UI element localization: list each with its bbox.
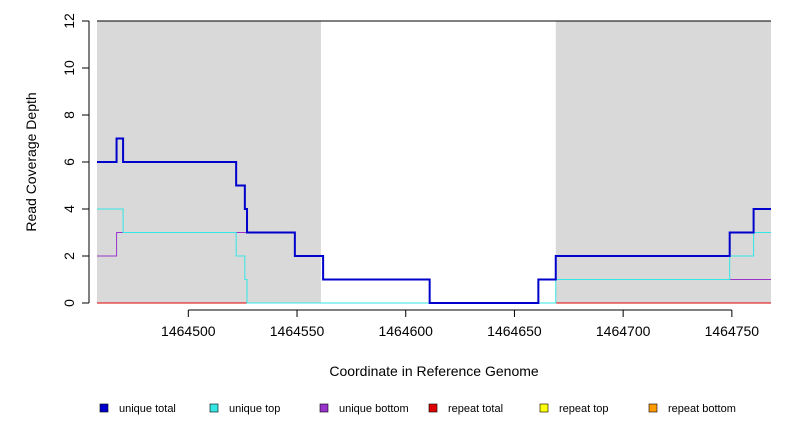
x-tick-label: 1464550 xyxy=(270,323,325,339)
legend-swatch xyxy=(99,403,109,413)
shaded-regions xyxy=(97,21,771,303)
y-tick-label: 0 xyxy=(61,299,77,307)
x-axis: 1464500 1464550 1464600 1464650 1464700 14647… xyxy=(161,309,760,339)
legend-item-repeat-bottom: repeat bottom xyxy=(648,403,736,415)
legend-item-unique-bottom: unique bottom xyxy=(319,403,409,415)
x-tick-label: 1464500 xyxy=(161,323,216,339)
legend-swatch xyxy=(209,403,219,413)
y-tick-label: 12 xyxy=(61,13,77,29)
x-tick-label: 1464750 xyxy=(705,323,760,339)
y-tick-label: 10 xyxy=(61,60,77,76)
x-tick-label: 1464600 xyxy=(378,323,433,339)
legend-swatch xyxy=(428,403,438,413)
y-tick-label: 6 xyxy=(61,158,77,166)
legend-label: unique top xyxy=(229,403,280,415)
legend-item-repeat-top: repeat top xyxy=(539,403,609,415)
legend-label: repeat bottom xyxy=(668,403,736,415)
legend-label: unique bottom xyxy=(339,403,409,415)
y-tick-label: 8 xyxy=(61,111,77,119)
x-tick-label: 1464650 xyxy=(487,323,542,339)
legend-label: repeat top xyxy=(559,403,609,415)
legend-swatch xyxy=(648,403,658,413)
legend-swatch xyxy=(319,403,329,413)
legend-label: unique total xyxy=(119,403,176,415)
legend-swatch xyxy=(539,403,549,413)
series-unique-top xyxy=(97,208,771,304)
y-tick-label: 4 xyxy=(61,205,77,213)
legend-label: repeat total xyxy=(448,403,503,415)
x-axis-title: Coordinate in Reference Genome xyxy=(329,363,539,379)
legend: unique total unique top unique bottom repea… xyxy=(99,403,736,415)
series-unique-total xyxy=(97,137,771,304)
shaded-region-2 xyxy=(555,21,771,303)
series-layer xyxy=(97,137,771,304)
legend-item-unique-total: unique total xyxy=(99,403,176,415)
y-axis: 0 2 4 6 8 10 12 xyxy=(61,13,90,307)
legend-item-unique-top: unique top xyxy=(209,403,280,415)
x-tick-label: 1464700 xyxy=(596,323,651,339)
y-tick-label: 2 xyxy=(61,252,77,260)
y-axis-title: Read Coverage Depth xyxy=(23,92,39,231)
legend-item-repeat-total: repeat total xyxy=(428,403,503,415)
